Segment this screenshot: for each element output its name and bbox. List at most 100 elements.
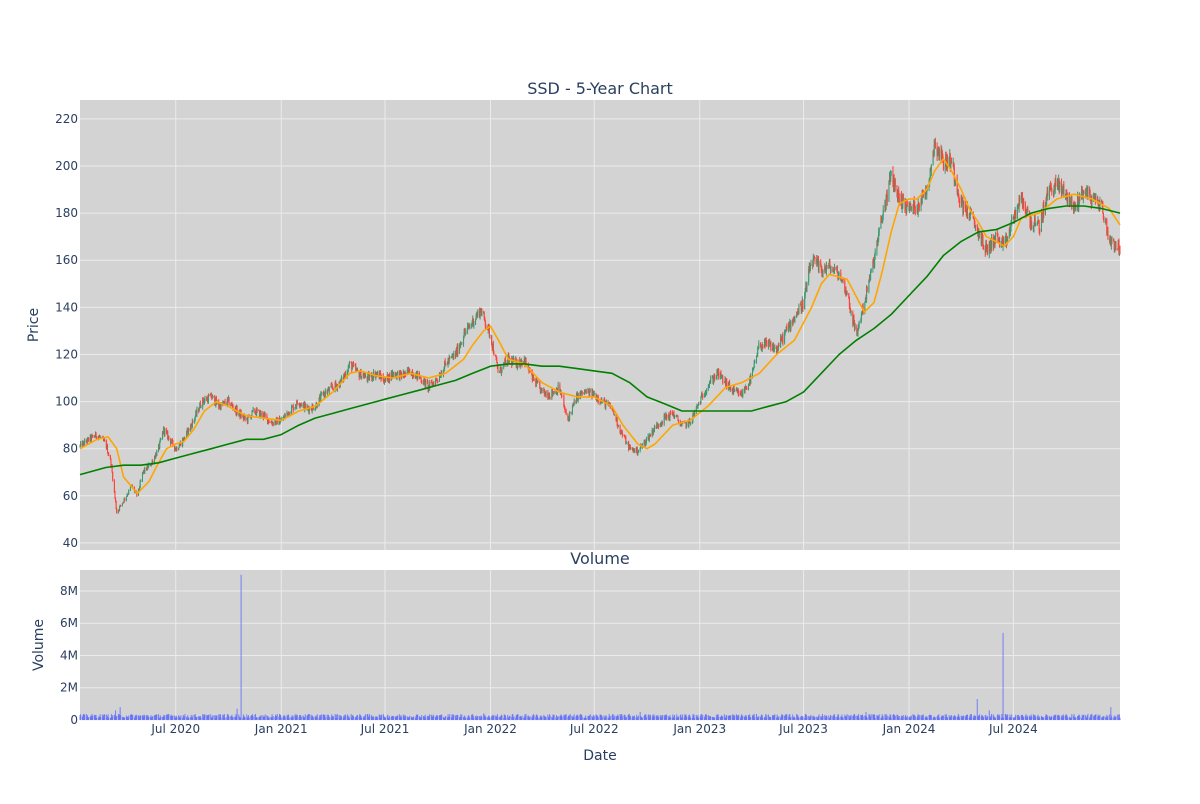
volume-bar xyxy=(622,716,623,720)
candle-body xyxy=(266,415,267,417)
volume-bar xyxy=(245,717,246,720)
volume-bar xyxy=(550,716,551,720)
candle-body xyxy=(325,391,326,396)
volume-bar xyxy=(798,718,799,720)
candle-body xyxy=(1095,197,1096,201)
volume-bar xyxy=(526,714,527,720)
volume-bar xyxy=(433,716,434,720)
candle-body xyxy=(907,205,908,206)
volume-bar xyxy=(831,716,832,720)
volume-y-tick-label: 8M xyxy=(60,584,78,598)
volume-bar xyxy=(180,715,181,720)
candle-body xyxy=(977,225,978,227)
candle-body xyxy=(291,407,292,413)
candle-body xyxy=(871,269,872,272)
candle-body xyxy=(463,338,464,344)
candle-body xyxy=(144,468,145,472)
candle-body xyxy=(746,388,747,389)
volume-bar xyxy=(156,715,157,720)
volume-bar xyxy=(453,715,454,720)
volume-bar xyxy=(225,718,226,720)
candle-body xyxy=(397,372,398,373)
volume-bar xyxy=(859,718,860,720)
volume-bar xyxy=(1003,633,1004,720)
candle-body xyxy=(677,416,678,420)
volume-bar xyxy=(714,717,715,720)
volume-y-tick-label: 4M xyxy=(60,648,78,662)
candle-body xyxy=(128,490,129,494)
candle-body xyxy=(891,171,892,172)
volume-bar xyxy=(477,716,478,720)
candle-body xyxy=(225,401,226,404)
volume-bar xyxy=(650,715,651,720)
volume-bar xyxy=(614,716,615,720)
volume-bar xyxy=(1059,717,1060,720)
candle-body xyxy=(586,390,587,393)
candle-body xyxy=(204,398,205,400)
price-y-tick-label: 220 xyxy=(55,112,78,126)
price-y-tick-label: 60 xyxy=(63,489,78,503)
volume-bar xyxy=(108,718,109,720)
candle-body xyxy=(839,273,840,275)
candle-body xyxy=(939,150,940,157)
volume-bar xyxy=(168,714,169,720)
volume-bar xyxy=(991,714,992,720)
volume-bar xyxy=(389,716,390,720)
volume-bar xyxy=(847,714,848,720)
volume-bar xyxy=(570,714,571,720)
volume-bar xyxy=(285,717,286,720)
volume-bar xyxy=(670,717,671,720)
volume-bar xyxy=(1015,715,1016,720)
candle-body xyxy=(116,509,117,513)
volume-bar xyxy=(582,717,583,720)
volume-bar xyxy=(1035,717,1036,720)
volume-bar xyxy=(100,717,101,720)
candle-body xyxy=(758,343,759,348)
volume-bar xyxy=(939,718,940,720)
volume-bar xyxy=(1019,716,1020,720)
candle-body xyxy=(626,443,627,444)
volume-bar xyxy=(457,715,458,720)
volume-bar xyxy=(975,716,976,720)
candle-body xyxy=(421,381,422,382)
volume-bar xyxy=(1043,718,1044,720)
volume-bar xyxy=(891,718,892,720)
volume-bar xyxy=(116,716,117,720)
candle-body xyxy=(1111,239,1112,242)
candle-body xyxy=(377,372,378,374)
volume-bar xyxy=(742,716,743,720)
candle-body xyxy=(855,326,856,328)
volume-bar xyxy=(196,717,197,720)
candle-body xyxy=(768,342,769,346)
candle-body xyxy=(847,293,848,294)
volume-bar xyxy=(883,717,884,720)
candle-body xyxy=(864,302,865,311)
candle-body xyxy=(437,381,438,382)
volume-bar xyxy=(237,709,238,720)
volume-bar xyxy=(718,717,719,720)
volume-bar xyxy=(702,715,703,720)
volume-bar xyxy=(734,715,735,720)
candle-body xyxy=(538,382,539,383)
volume-bar xyxy=(911,716,912,720)
volume-y-tick-label: 6M xyxy=(60,616,78,630)
candle-body xyxy=(164,430,165,435)
volume-bar xyxy=(806,716,807,720)
candle-body xyxy=(700,397,701,404)
volume-bar xyxy=(1111,718,1112,720)
volume-bar xyxy=(855,716,856,720)
candle-body xyxy=(526,359,527,364)
volume-bar xyxy=(907,716,908,720)
volume-bar xyxy=(827,717,828,720)
volume-bar xyxy=(208,715,209,720)
volume-bar xyxy=(317,714,318,720)
volume-bar xyxy=(257,718,258,720)
volume-bar xyxy=(441,715,442,720)
volume-bar xyxy=(377,717,378,720)
volume-bar xyxy=(469,718,470,720)
volume-bar xyxy=(505,718,506,720)
candle-body xyxy=(782,335,783,343)
candle-body xyxy=(658,426,659,427)
volume-bar xyxy=(204,714,205,720)
